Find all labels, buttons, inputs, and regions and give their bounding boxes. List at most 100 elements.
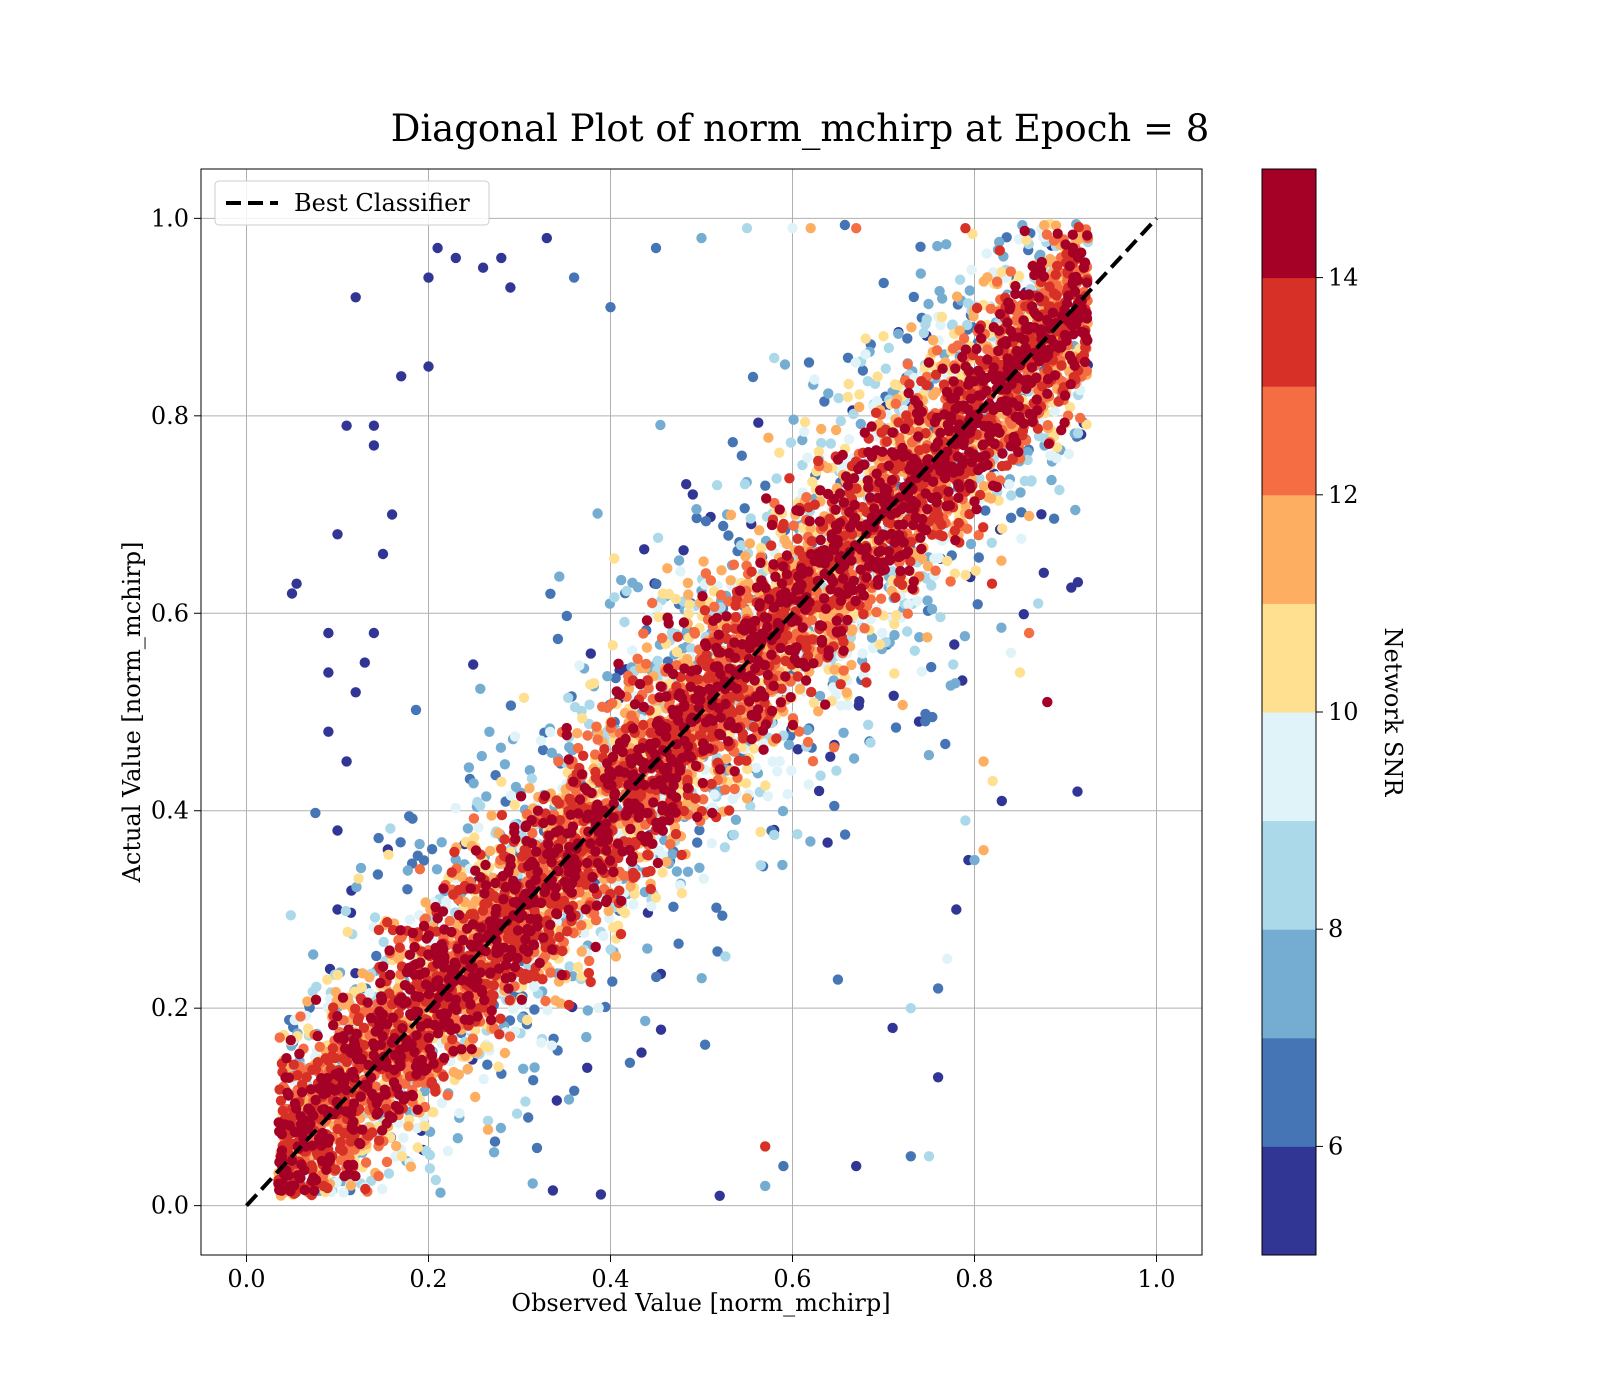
- scatter-point: [310, 807, 321, 819]
- scatter-point: [871, 607, 882, 618]
- scatter-point: [921, 314, 932, 325]
- scatter-point: [941, 555, 953, 567]
- scatter-point: [345, 1180, 357, 1191]
- scatter-point: [857, 365, 869, 376]
- scatter-point: [582, 730, 593, 741]
- scatter-point: [875, 593, 887, 604]
- scatter-point: [926, 661, 937, 673]
- scatter-point: [1063, 448, 1075, 460]
- scatter-point: [909, 645, 920, 656]
- scatter-point: [1033, 598, 1044, 609]
- scatter-point: [385, 823, 396, 834]
- scatter-point: [527, 1178, 538, 1189]
- scatter-point: [720, 951, 731, 962]
- scatter-point: [809, 374, 820, 385]
- scatter-point: [529, 1004, 540, 1015]
- scatter-point: [504, 1031, 516, 1042]
- scatter-point: [801, 492, 812, 503]
- scatter-point: [786, 765, 797, 776]
- scatter-point: [608, 922, 619, 933]
- scatter-point: [621, 585, 632, 597]
- scatter-point: [462, 1063, 474, 1075]
- scatter-point: [364, 972, 375, 983]
- scatter-point: [572, 728, 583, 739]
- scatter-point: [807, 476, 818, 487]
- scatter-point: [923, 298, 934, 310]
- scatter-point: [772, 766, 783, 777]
- scatter-point: [369, 912, 381, 923]
- scatter-point: [950, 678, 961, 689]
- scatter-point: [709, 601, 720, 612]
- scatter-point: [1038, 567, 1050, 578]
- scatter-point: [960, 569, 971, 581]
- scatter-point: [686, 643, 697, 654]
- scatter-point: [383, 1168, 395, 1179]
- scatter-point: [553, 756, 564, 767]
- scatter-point: [682, 577, 694, 589]
- scatter-point: [978, 276, 989, 287]
- scatter-point: [729, 783, 740, 795]
- scatter-point: [771, 473, 782, 484]
- scatter-point: [728, 829, 740, 840]
- scatter-point: [741, 605, 752, 617]
- scatter-point: [760, 480, 771, 491]
- scatter-point: [651, 578, 662, 590]
- scatter-point: [935, 611, 946, 623]
- scatter-point: [902, 333, 913, 344]
- scatter-point: [1051, 452, 1062, 464]
- scatter-point: [564, 742, 575, 753]
- scatter-point: [802, 452, 813, 463]
- scatter-point: [1051, 442, 1063, 453]
- scatter-point: [787, 223, 798, 234]
- scatter-point: [839, 829, 851, 840]
- scatter-point: [507, 1003, 519, 1014]
- scatter-point: [723, 530, 734, 541]
- scatter-point: [341, 756, 352, 767]
- scatter-point: [951, 291, 963, 302]
- scatter-point: [546, 1040, 557, 1051]
- scatter-point: [803, 357, 815, 368]
- scatter-point: [332, 529, 343, 540]
- scatter-point: [829, 800, 840, 812]
- scatter-point: [965, 538, 977, 550]
- scatter-point: [662, 563, 673, 574]
- scatter-point: [475, 683, 486, 694]
- scatter-point: [342, 926, 353, 938]
- scatter-point: [582, 1005, 593, 1016]
- scatter-point: [807, 756, 819, 767]
- scatter-point: [700, 516, 712, 527]
- scatter-point: [728, 559, 740, 570]
- scatter-point: [842, 700, 853, 711]
- scatter-point: [696, 232, 707, 244]
- scatter-point: [607, 640, 618, 651]
- scatter-point: [665, 839, 676, 850]
- scatter-point: [969, 854, 980, 866]
- scatter-point: [991, 276, 1003, 287]
- scatter-point: [653, 611, 664, 623]
- scatter-point: [1005, 512, 1017, 523]
- scatter-point: [889, 618, 900, 630]
- scatter-point: [484, 845, 496, 857]
- scatter-point: [381, 1156, 393, 1168]
- scatter-point: [378, 936, 389, 948]
- scatter-point: [646, 901, 657, 912]
- scatter-point: [1016, 533, 1027, 544]
- scatter-point: [418, 855, 430, 866]
- scatter-point: [890, 398, 901, 409]
- scatter-point: [661, 856, 672, 868]
- scatter-point: [511, 1108, 523, 1119]
- scatter-point: [915, 241, 926, 252]
- scatter-point: [930, 387, 941, 398]
- scatter-point: [414, 864, 426, 875]
- scatter-point: [355, 862, 367, 874]
- scatter-point: [552, 633, 564, 645]
- scatter-point: [792, 744, 804, 755]
- scatter-point: [777, 805, 789, 817]
- scatter-point: [839, 219, 851, 231]
- scatter-point: [419, 1086, 430, 1097]
- scatter-point: [996, 622, 1007, 633]
- scatter-point: [718, 520, 729, 532]
- scatter-point: [1072, 577, 1084, 588]
- scatter-point: [829, 664, 840, 675]
